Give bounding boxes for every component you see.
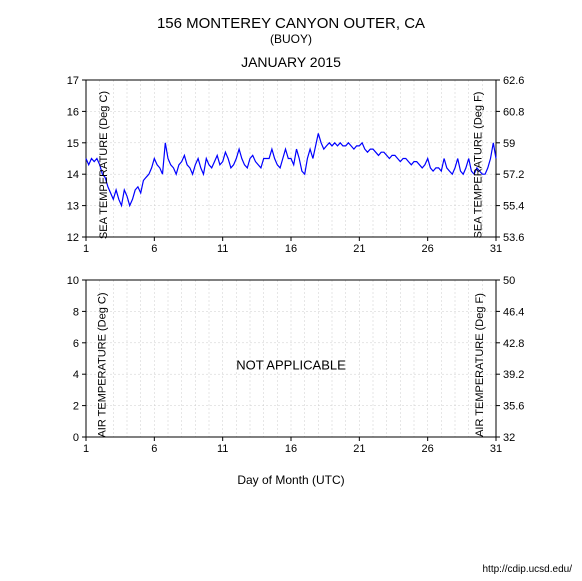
sea-ylabel-f: SEA TEMPERATURE (Deg F) (473, 92, 485, 239)
svg-text:55.4: 55.4 (503, 201, 524, 213)
svg-text:16: 16 (285, 243, 297, 255)
svg-text:0: 0 (73, 432, 79, 444)
svg-text:53.6: 53.6 (503, 232, 524, 244)
sea-temp-chart: SEA TEMPERATURE (Deg C) SEA TEMPERATURE … (31, 75, 551, 255)
svg-text:16: 16 (67, 106, 79, 118)
svg-text:11: 11 (217, 443, 228, 455)
air-na-text: NOT APPLICABLE (236, 358, 346, 373)
svg-text:15: 15 (67, 138, 79, 150)
svg-text:11: 11 (217, 243, 228, 255)
footer-url: http://cdip.ucsd.edu/ (482, 564, 572, 575)
svg-text:10: 10 (67, 275, 79, 287)
svg-text:26: 26 (422, 243, 434, 255)
svg-text:14: 14 (67, 169, 79, 181)
title-sub: (BUOY) (0, 32, 582, 46)
svg-text:31: 31 (490, 243, 502, 255)
air-ylabel-f: AIR TEMPERATURE (Deg F) (474, 293, 486, 437)
title-main: 156 MONTEREY CANYON OUTER, CA (0, 15, 582, 32)
svg-text:62.6: 62.6 (503, 75, 524, 87)
svg-text:46.4: 46.4 (503, 306, 524, 318)
svg-text:60.8: 60.8 (503, 106, 524, 118)
svg-text:57.2: 57.2 (503, 169, 524, 181)
svg-text:2: 2 (73, 401, 79, 413)
xaxis-label: Day of Month (UTC) (31, 473, 551, 487)
svg-text:12: 12 (67, 232, 79, 244)
svg-text:1: 1 (83, 243, 89, 255)
svg-text:13: 13 (67, 201, 79, 213)
air-ylabel-c: AIR TEMPERATURE (Deg C) (97, 292, 109, 437)
svg-text:21: 21 (353, 243, 365, 255)
air-temp-chart: AIR TEMPERATURE (Deg C) AIR TEMPERATURE … (31, 275, 551, 487)
svg-text:42.8: 42.8 (503, 338, 524, 350)
svg-text:35.6: 35.6 (503, 401, 524, 413)
svg-text:26: 26 (422, 443, 434, 455)
svg-text:32: 32 (503, 432, 515, 444)
svg-text:17: 17 (67, 75, 79, 87)
svg-text:6: 6 (151, 243, 157, 255)
svg-text:6: 6 (151, 443, 157, 455)
svg-text:31: 31 (490, 443, 502, 455)
svg-text:1: 1 (83, 443, 89, 455)
svg-text:50: 50 (503, 275, 515, 287)
svg-text:21: 21 (353, 443, 365, 455)
sea-ylabel-c: SEA TEMPERATURE (Deg C) (98, 91, 110, 239)
svg-text:39.2: 39.2 (503, 369, 524, 381)
svg-text:6: 6 (73, 338, 79, 350)
svg-text:59: 59 (503, 138, 515, 150)
svg-text:8: 8 (73, 306, 79, 318)
title-month: JANUARY 2015 (0, 54, 582, 70)
svg-text:4: 4 (73, 369, 79, 381)
svg-text:16: 16 (285, 443, 297, 455)
